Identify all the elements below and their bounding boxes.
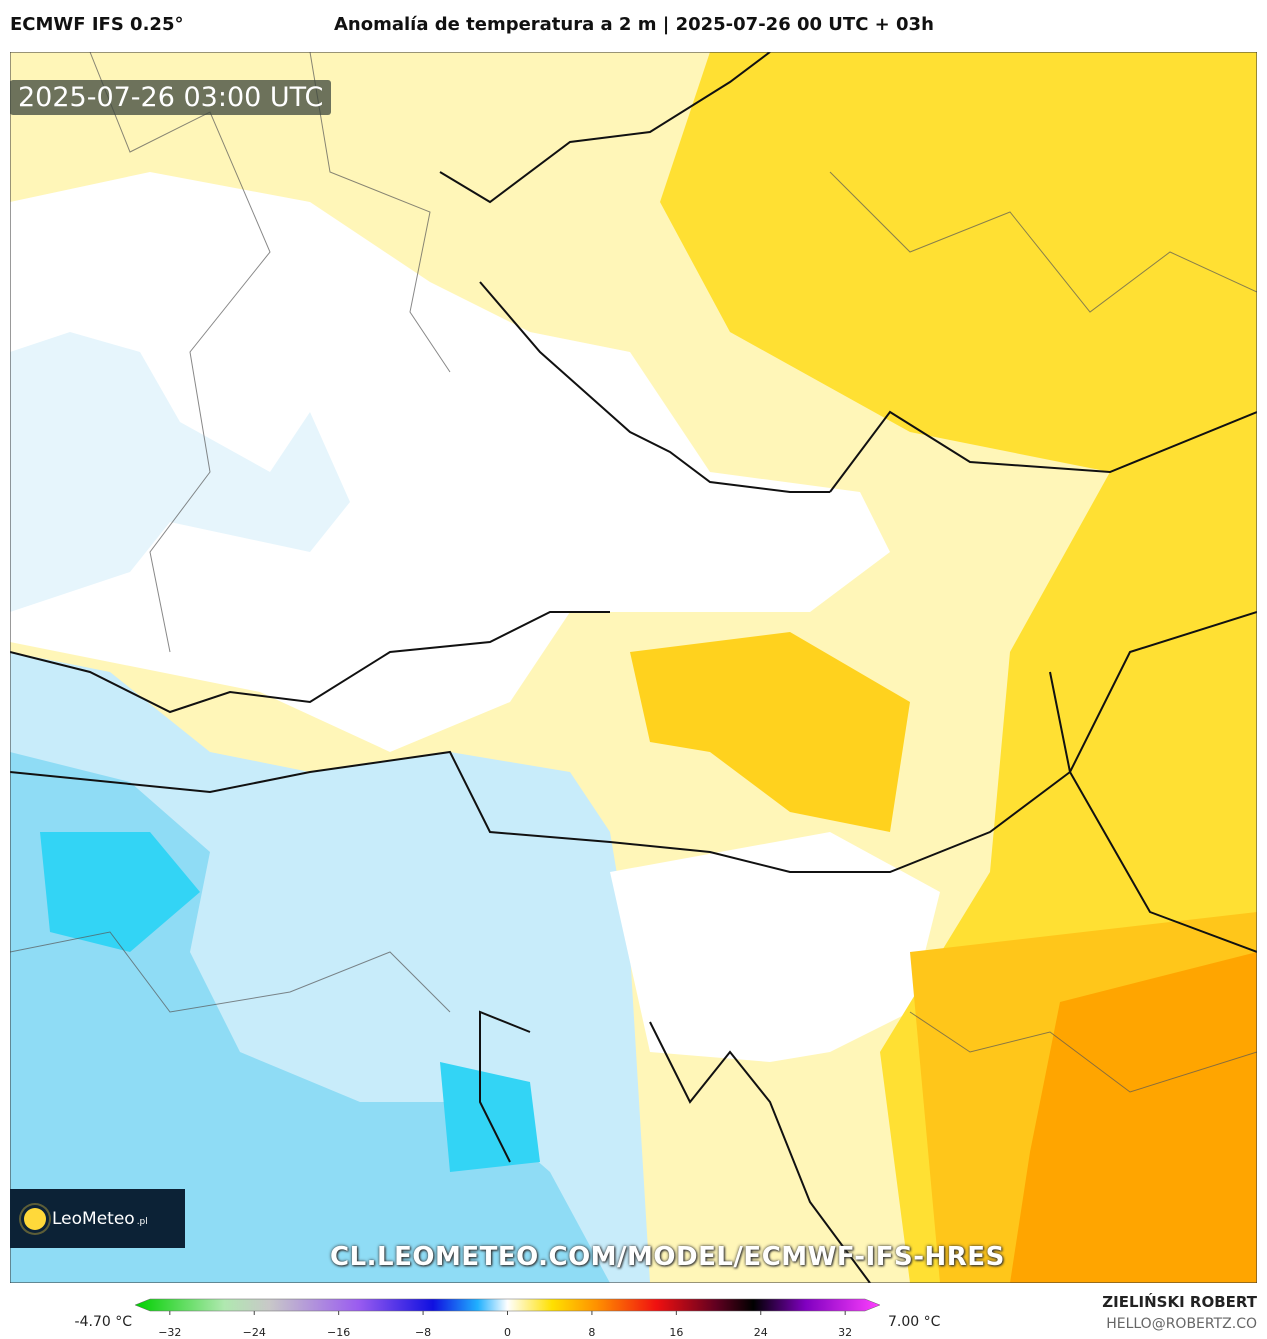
zone-yellow-warm xyxy=(630,632,910,832)
colorbar-tick-label: 24 xyxy=(754,1326,768,1339)
zone-deep-cyan xyxy=(440,1062,540,1172)
borders xyxy=(10,52,1257,1283)
zone-dark-orange xyxy=(1010,952,1257,1283)
regions xyxy=(10,52,1257,1093)
logo-icon xyxy=(24,1207,46,1230)
logo-tld: .pl xyxy=(136,1216,148,1227)
watermark: CL.LEOMETEO.COM/MODEL/ECMWF-IFS-HRES xyxy=(330,1242,1005,1272)
colorbar: -4.70 °C 7.00 °C −32 −24 −16 −8 0 8 16 24 32 xyxy=(75,1298,941,1339)
colorbar-tick-label: 8 xyxy=(588,1326,595,1339)
colorbar-tick-label: 32 xyxy=(838,1326,852,1339)
colorbar-scale xyxy=(134,1298,881,1312)
colorbar-tick-label: −32 xyxy=(158,1326,181,1339)
author-email: HELLO@ROBERTZ.CO xyxy=(1106,1316,1257,1332)
map-title: Anomalía de temperatura a 2 m | 2025-07-… xyxy=(334,14,934,35)
map xyxy=(10,52,1257,1283)
colorbar-min: -4.70 °C xyxy=(75,1314,133,1330)
logo-name: LeoMeteo xyxy=(52,1208,135,1229)
author-name: ZIELIŃSKI ROBERT xyxy=(1102,1293,1257,1311)
colorbar-max: 7.00 °C xyxy=(888,1314,941,1330)
model-name: ECMWF IFS 0.25° xyxy=(10,14,184,35)
logo: LeoMeteo .pl xyxy=(10,1189,185,1248)
colorbar-tick-label: 0 xyxy=(504,1326,511,1339)
zone-light-blue xyxy=(10,332,350,612)
zone-deep-cyan xyxy=(40,832,200,952)
timestamp: 2025-07-26 03:00 UTC xyxy=(10,80,332,115)
colorbar-tick-label: −24 xyxy=(243,1326,266,1339)
colorbar-tick-label: −16 xyxy=(327,1326,350,1339)
colorbar-tick-label: −8 xyxy=(415,1326,431,1339)
zone-white xyxy=(610,832,940,1062)
colorbar-tick-label: 16 xyxy=(669,1326,683,1339)
zone-white xyxy=(10,172,890,752)
